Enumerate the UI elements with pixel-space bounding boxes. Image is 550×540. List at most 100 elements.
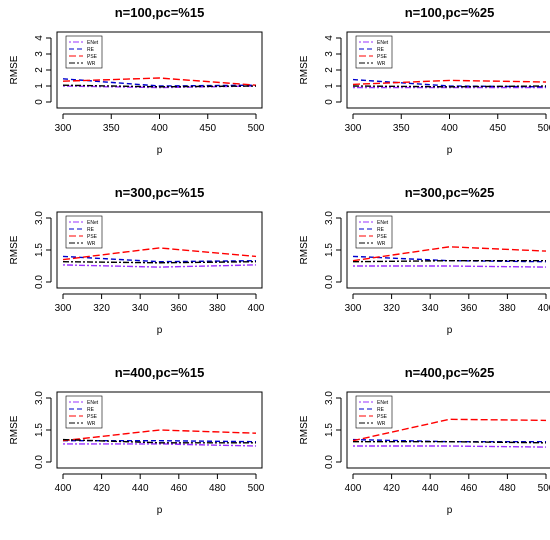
x-tick-label: 420 bbox=[93, 483, 110, 494]
chart-title: n=400,pc=%25 bbox=[405, 365, 495, 380]
y-tick-label: 1.5 bbox=[34, 243, 45, 257]
legend-label-pse: PSE bbox=[377, 54, 388, 60]
x-tick-label: 300 bbox=[345, 303, 362, 314]
y-tick-label: 3.0 bbox=[324, 391, 335, 405]
x-axis: 300 350 400 450 500 bbox=[55, 113, 265, 134]
x-tick-label: 340 bbox=[132, 303, 149, 314]
y-axis: 0.0 1.5 3.0 bbox=[34, 391, 52, 469]
legend-label-wr: WR bbox=[377, 61, 386, 67]
x-tick-label: 300 bbox=[345, 123, 362, 134]
y-axis-label: RMSE bbox=[9, 415, 20, 444]
y-tick-label: 1.5 bbox=[34, 423, 45, 437]
y-tick-label: 0.0 bbox=[324, 275, 335, 289]
series-line-wr bbox=[62, 261, 257, 264]
legend-box bbox=[65, 35, 103, 69]
y-tick-label: 2 bbox=[324, 67, 335, 73]
series-line-pse bbox=[62, 247, 257, 261]
legend-label-enet: ENet bbox=[87, 220, 99, 226]
y-tick-label: 1 bbox=[34, 83, 45, 89]
chart-title: n=100,pc=%15 bbox=[115, 5, 205, 20]
plot-frame bbox=[346, 211, 550, 289]
x-tick-label: 350 bbox=[103, 123, 120, 134]
y-tick-label: 0.0 bbox=[34, 455, 45, 469]
x-tick-label: 460 bbox=[170, 483, 187, 494]
y-axis: 0.0 1.5 3.0 bbox=[324, 211, 342, 289]
series-line-pse bbox=[352, 79, 547, 86]
legend-label-enet: ENet bbox=[87, 40, 99, 46]
chart-panel-5: n=400,pc=%15 400 420 440 460 480 500 p 0.0 1.5 3.0… bbox=[9, 365, 265, 516]
x-tick-label: 400 bbox=[151, 123, 168, 134]
legend-label-enet: ENet bbox=[377, 40, 389, 46]
legend-label-enet: ENet bbox=[87, 400, 99, 406]
x-tick-label: 500 bbox=[538, 123, 550, 134]
series-line-enet bbox=[62, 264, 257, 268]
legend-label-wr: WR bbox=[87, 61, 96, 67]
y-tick-label: 4 bbox=[34, 35, 45, 41]
legend-label-pse: PSE bbox=[87, 414, 98, 420]
legend-label-wr: WR bbox=[377, 421, 386, 427]
y-tick-label: 1.5 bbox=[324, 243, 335, 257]
legend-label-wr: WR bbox=[377, 241, 386, 247]
legend-label-re: RE bbox=[87, 227, 95, 233]
x-axis: 400 420 440 460 480 500 bbox=[345, 473, 550, 494]
x-tick-label: 320 bbox=[383, 303, 400, 314]
x-tick-label: 480 bbox=[209, 483, 226, 494]
y-tick-label: 1 bbox=[324, 83, 335, 89]
x-tick-label: 300 bbox=[55, 303, 72, 314]
chart-panel-1: n=100,pc=%15 300 350 400 450 500 p 0 1 2 3 4 RMSE ENe… bbox=[9, 5, 265, 156]
x-tick-label: 500 bbox=[538, 483, 550, 494]
x-tick-label: 420 bbox=[383, 483, 400, 494]
y-tick-label: 4 bbox=[324, 35, 335, 41]
series-line-pse bbox=[352, 246, 547, 262]
y-axis-label: RMSE bbox=[299, 55, 310, 84]
x-axis-label: p bbox=[157, 325, 163, 336]
x-axis-label: p bbox=[157, 505, 163, 516]
y-axis: 0 1 2 3 4 bbox=[324, 35, 342, 105]
y-tick-label: 3 bbox=[34, 51, 45, 57]
series-line-wr bbox=[62, 438, 256, 444]
chart-panel-6: n=400,pc=%25 400 420 440 460 480 500 p 0.0 1.5 3.0… bbox=[299, 365, 550, 516]
legend-label-enet: ENet bbox=[377, 220, 389, 226]
x-tick-label: 350 bbox=[393, 123, 410, 134]
legend-label-wr: WR bbox=[87, 241, 96, 247]
x-tick-label: 300 bbox=[55, 123, 72, 134]
x-tick-label: 440 bbox=[132, 483, 149, 494]
y-tick-label: 3.0 bbox=[324, 211, 335, 225]
y-axis: 0.0 1.5 3.0 bbox=[34, 211, 52, 289]
y-axis-label: RMSE bbox=[299, 235, 310, 264]
x-axis-label: p bbox=[447, 505, 453, 516]
x-axis: 300 320 340 360 380 400 bbox=[345, 293, 550, 314]
x-tick-label: 450 bbox=[489, 123, 506, 134]
x-tick-label: 500 bbox=[248, 483, 265, 494]
legend-label-re: RE bbox=[87, 47, 95, 53]
chart-panel-3: n=300,pc=%15 300 320 340 360 380 400 p 0.0 1.5 3.0… bbox=[9, 185, 265, 336]
x-axis: 300 350 400 450 500 bbox=[345, 113, 550, 134]
x-tick-label: 440 bbox=[422, 483, 439, 494]
series-line-pse bbox=[62, 77, 257, 86]
chart-title: n=400,pc=%15 bbox=[115, 365, 205, 380]
chart-title: n=300,pc=%25 bbox=[405, 185, 495, 200]
x-axis: 300 320 340 360 380 400 bbox=[55, 293, 265, 314]
plot-frame bbox=[346, 31, 550, 109]
x-axis: 400 420 440 460 480 500 bbox=[55, 473, 265, 494]
legend-label-wr: WR bbox=[87, 421, 96, 427]
plot-frame bbox=[56, 391, 263, 469]
series-line-wr bbox=[352, 260, 546, 263]
y-tick-label: 3 bbox=[324, 51, 335, 57]
chart-title: n=100,pc=%25 bbox=[405, 5, 495, 20]
x-tick-label: 450 bbox=[199, 123, 216, 134]
x-tick-label: 400 bbox=[55, 483, 72, 494]
y-tick-label: 3.0 bbox=[34, 391, 45, 405]
legend-label-pse: PSE bbox=[377, 234, 388, 240]
y-tick-label: 2 bbox=[34, 67, 45, 73]
series-line-wr bbox=[352, 85, 547, 88]
plot-frame bbox=[346, 391, 550, 469]
x-tick-label: 500 bbox=[248, 123, 265, 134]
chart-panel-2: n=100,pc=%25 300 350 400 450 500 p 0 1 2 3 4 RMSE ENe… bbox=[299, 5, 550, 156]
